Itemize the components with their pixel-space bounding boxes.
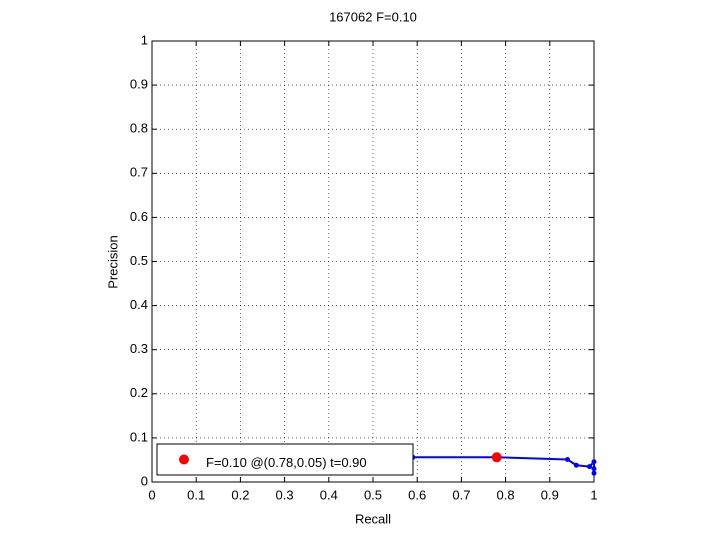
y-tick-label: 0.6 <box>130 209 148 224</box>
point <box>587 464 593 470</box>
chart-title: 167062 F=0.10 <box>329 9 417 24</box>
legend-marker <box>179 454 189 465</box>
point <box>591 466 597 472</box>
point <box>491 452 502 463</box>
x-axis-label: Recall <box>355 511 391 526</box>
x-tick-label: 0.4 <box>320 487 338 502</box>
point <box>591 470 597 476</box>
x-tick-label: 0.8 <box>497 487 515 502</box>
legend-label: F=0.10 @(0.78,0.05) t=0.90 <box>206 455 367 470</box>
y-tick-label: 0.9 <box>130 77 148 92</box>
y-tick-label: 0.7 <box>130 165 148 180</box>
y-axis-label: Precision <box>105 235 120 288</box>
point <box>564 457 570 463</box>
x-tick-label: 0.3 <box>276 487 294 502</box>
y-tick-label: 0.5 <box>130 253 148 268</box>
x-tick-label: 0.7 <box>452 487 470 502</box>
x-tick-label: 0.1 <box>187 487 205 502</box>
point <box>591 459 597 465</box>
legend-box <box>156 443 414 476</box>
y-tick-label: 0 <box>141 473 148 488</box>
x-tick-label: 0.2 <box>231 487 249 502</box>
plot-frame <box>151 40 595 483</box>
y-tick-label: 0.4 <box>130 297 148 312</box>
x-tick-label: 0.9 <box>541 487 559 502</box>
y-tick-label: 0.2 <box>130 385 148 400</box>
y-tick-label: 0.3 <box>130 341 148 356</box>
x-tick-label: 0.6 <box>408 487 426 502</box>
y-tick-label: 0.8 <box>130 121 148 136</box>
y-tick-label: 1 <box>141 32 148 47</box>
y-tick-label: 0.1 <box>130 429 148 444</box>
x-tick-label: 0 <box>148 487 155 502</box>
x-tick-label: 0.5 <box>364 487 382 502</box>
point <box>573 462 579 468</box>
x-tick-label: 1 <box>590 487 597 502</box>
